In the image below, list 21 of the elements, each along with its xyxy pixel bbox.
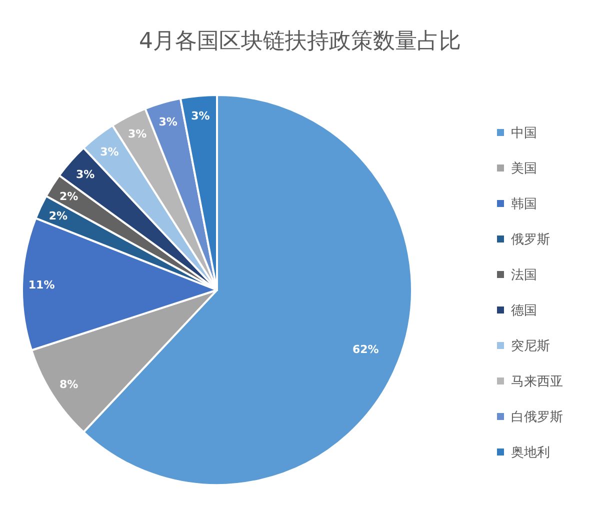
legend-label: 韩国 — [511, 197, 537, 212]
legend-label: 中国 — [511, 126, 537, 141]
data-label: 3% — [100, 145, 119, 158]
legend-label: 马来西亚 — [511, 374, 563, 390]
data-label: 2% — [59, 190, 78, 203]
data-label: 8% — [59, 378, 78, 392]
data-label: 3% — [128, 128, 147, 141]
data-label: 11% — [28, 278, 55, 292]
data-label: 2% — [48, 209, 68, 222]
legend-label: 突尼斯 — [511, 339, 550, 354]
data-label: 3% — [76, 168, 95, 181]
data-label: 3% — [158, 115, 178, 128]
data-label: 3% — [191, 109, 210, 122]
legend-label: 白俄罗斯 — [511, 410, 563, 425]
legend-label: 美国 — [511, 160, 537, 176]
legend-label: 俄罗斯 — [511, 232, 550, 248]
legend-label: 法国 — [511, 268, 537, 283]
chart-title: 4月各国区块链扶持政策数量占比 — [139, 29, 461, 54]
legend-label: 奥地利 — [511, 446, 550, 460]
legend-label: 德国 — [511, 304, 537, 318]
data-label: 62% — [352, 342, 379, 356]
